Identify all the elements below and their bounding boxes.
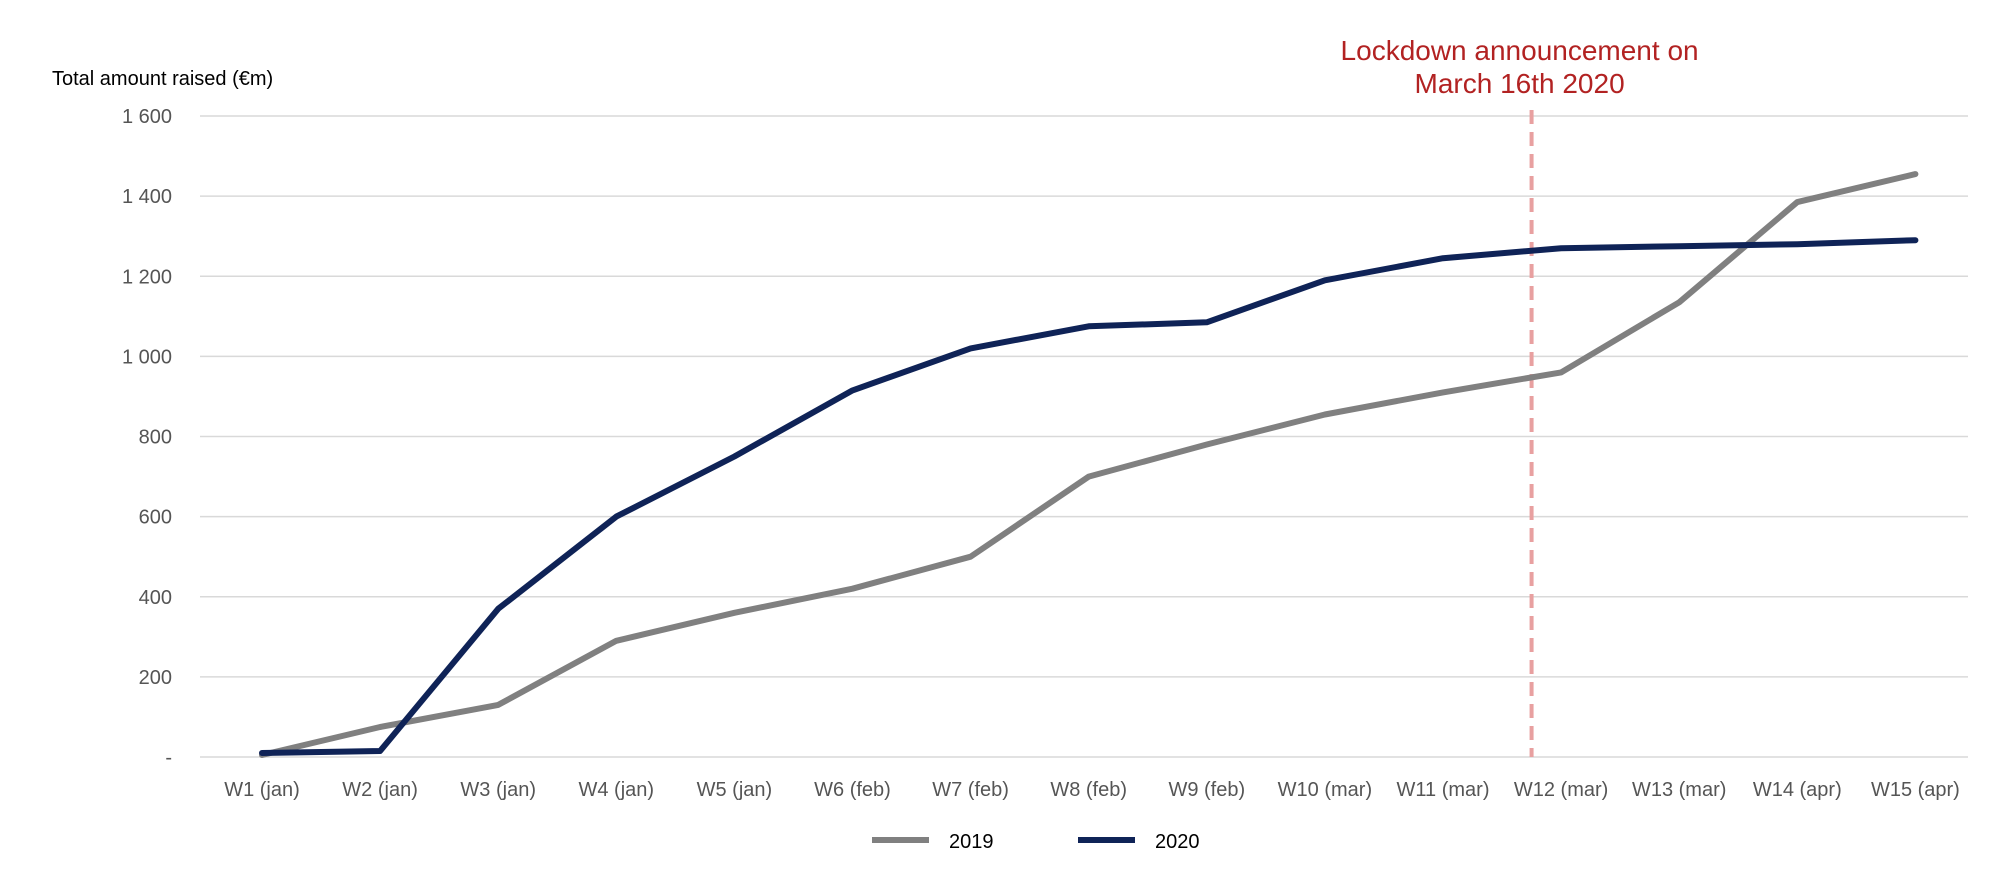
y-axis-ticks: - 200 400 600 800 1 000 1 200 1 400 1 600 <box>122 106 172 769</box>
x-tick-label: W4 (jan) <box>579 779 655 801</box>
x-tick-label: W8 (feb) <box>1050 779 1127 801</box>
lockdown-annotation-line2: March 16th 2020 <box>1415 68 1625 99</box>
legend-label-2020: 2020 <box>1155 831 1200 853</box>
x-tick-label: W15 (apr) <box>1871 779 1960 801</box>
x-tick-label: W12 (mar) <box>1514 779 1608 801</box>
series-line-2019 <box>259 171 1919 758</box>
x-tick-label: W2 (jan) <box>342 779 418 801</box>
x-tick-label: W1 (jan) <box>224 779 300 801</box>
x-axis-ticks: W1 (jan) W2 (jan) W3 (jan) W4 (jan) W5 (jan)… <box>224 779 1960 801</box>
x-tick-label: W10 (mar) <box>1278 779 1372 801</box>
y-tick-label: 200 <box>139 667 172 689</box>
y-tick-label: 1 600 <box>122 106 172 128</box>
y-axis-title: Total amount raised (€m) <box>52 68 273 90</box>
y-tick-label: 1 200 <box>122 266 172 288</box>
x-tick-label: W6 (feb) <box>814 779 891 801</box>
series-line-2020 <box>259 237 1919 756</box>
y-tick-label: 600 <box>139 507 172 529</box>
lockdown-annotation-line1: Lockdown announcement on <box>1341 35 1699 66</box>
gridlines <box>200 115 1968 758</box>
x-tick-label: W5 (jan) <box>697 779 773 801</box>
y-tick-label: 1 000 <box>122 346 172 368</box>
y-tick-label: 1 400 <box>122 186 172 208</box>
x-tick-label: W11 (mar) <box>1397 779 1490 801</box>
y-tick-label: 800 <box>139 427 172 449</box>
y-tick-label: - <box>165 747 172 769</box>
legend-label-2019: 2019 <box>949 831 994 853</box>
series-lines <box>259 171 1919 758</box>
legend: 2019 2020 <box>872 831 1200 853</box>
x-tick-label: W7 (feb) <box>932 779 1009 801</box>
y-tick-label: 400 <box>139 587 172 609</box>
x-tick-label: W13 (mar) <box>1632 779 1726 801</box>
x-tick-label: W9 (feb) <box>1168 779 1245 801</box>
x-tick-label: W3 (jan) <box>460 779 536 801</box>
x-tick-label: W14 (apr) <box>1753 779 1842 801</box>
